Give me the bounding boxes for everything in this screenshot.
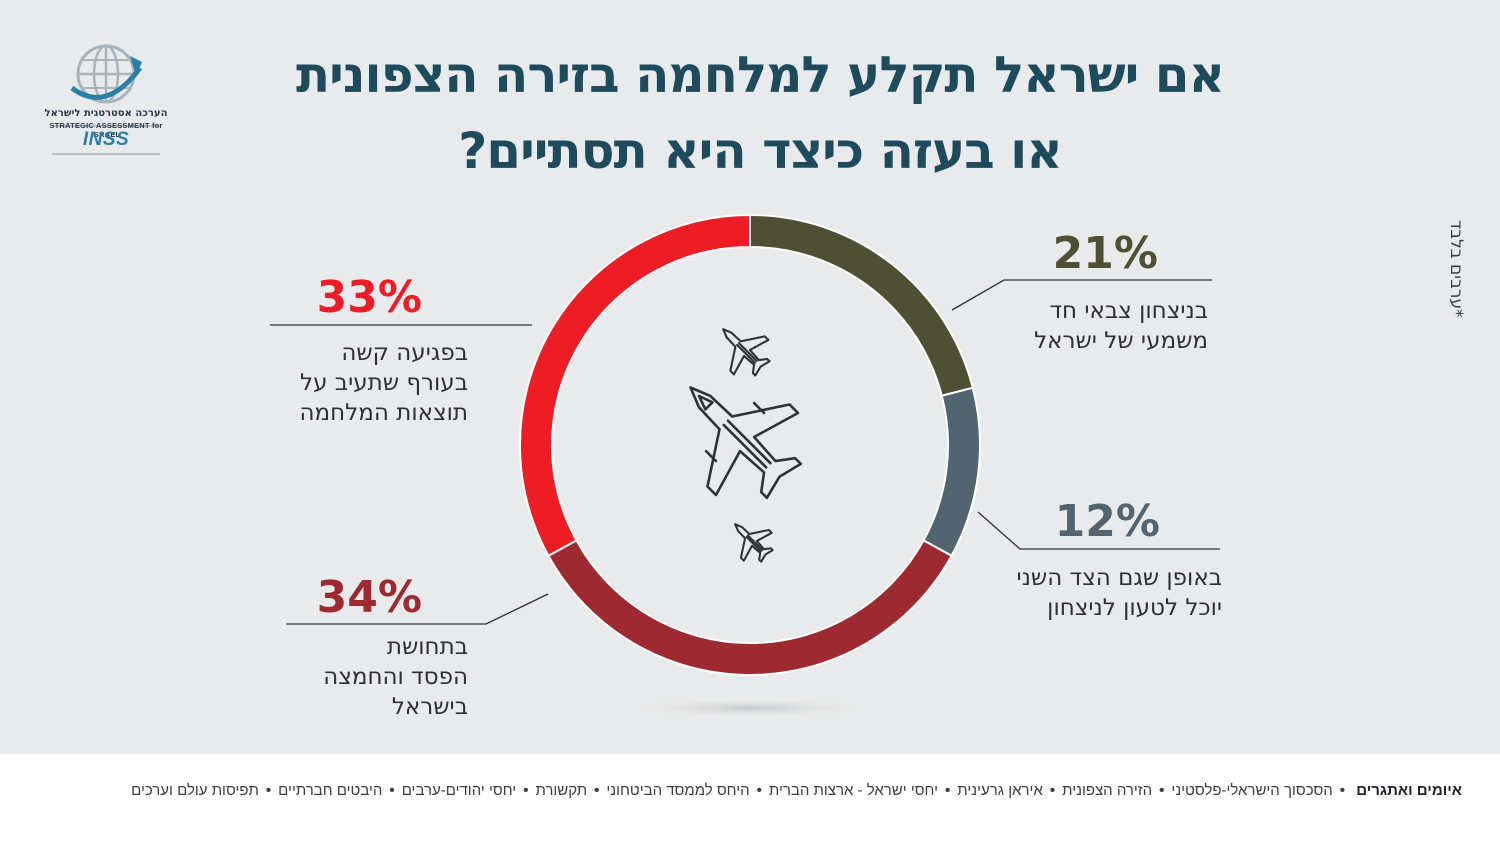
footer-topic-item: הזירה הצפונית — [1062, 782, 1153, 799]
footer-separator: • — [265, 782, 272, 799]
footer-separator: • — [945, 782, 951, 799]
slice-description-line: הפסד והחמצה — [323, 664, 468, 690]
footer-bar: איומים ואתגרים • הסכסוך הישראלי-פלסטיני • ה… — [0, 754, 1500, 844]
donut-slice — [519, 213, 751, 558]
logo-text-hebrew: הערכה אסטרטגית לישראל — [44, 108, 168, 119]
side-note: *ערבים בלבד — [1446, 220, 1466, 318]
footer-lead: איומים ואתגרים — [1356, 782, 1462, 799]
footer-separator: • — [756, 782, 762, 799]
footer-separator: • — [594, 782, 600, 799]
slice-description-line: בפגיעה קשה — [341, 340, 468, 366]
donut-chart: 21% בניצחון צבאי חד משמעי של ישראל 12% באופן… — [270, 213, 1222, 720]
infographic-panel: הערכה אסטרטגית לישראל STRATEGIC ASSESSME… — [44, 44, 1466, 720]
footer-topic-item: יחסי יהודים-ערבים — [401, 782, 517, 799]
footer-topic-item: יחסי ישראל - ארצות הברית — [768, 782, 939, 799]
footer-separator: • — [389, 782, 395, 799]
globe-icon — [52, 44, 160, 155]
slice-value-label: 33% — [317, 272, 422, 323]
slice-description-line: בישראל — [392, 694, 468, 720]
donut-slice — [749, 213, 974, 397]
page-title-line-2: או בעזה כיצד היא תסתיים? — [458, 122, 1062, 180]
footer-topic-item: איראן גרעינית — [957, 782, 1043, 799]
slice-description-line: בניצחון צבאי חד — [1049, 298, 1208, 324]
callout-leader-line — [286, 593, 549, 625]
slice-description-line: בתחושת — [387, 634, 468, 660]
page-title-line-1: אם ישראל תקלע למלחמה בזירה הצפונית — [296, 46, 1225, 104]
chart-shadow — [630, 699, 870, 717]
footer-topic-item: תקשורת — [535, 782, 588, 799]
footer-separator: • — [523, 782, 529, 799]
slice-value-label: 21% — [1053, 228, 1158, 279]
logo-brand: INSS — [82, 129, 130, 150]
slice-value-label: 12% — [1055, 496, 1160, 547]
footer-topic-item: הסכסוך הישראלי-פלסטיני — [1171, 782, 1333, 799]
footer-topic-item: תפיסות עולם וערכים — [131, 782, 259, 799]
slice-description-line: תוצאות המלחמה — [300, 400, 469, 426]
slice-value-label: 34% — [317, 572, 422, 623]
footer-topic-item: היבטים חברתיים — [278, 782, 383, 799]
footer-separator: • — [1339, 782, 1346, 799]
callout-leader-line — [951, 279, 1212, 311]
donut-slice — [922, 386, 981, 558]
logo-text-english: STRATEGIC ASSESSMENT for ISRAEL — [49, 121, 163, 139]
footer-topic-item: היחס לממסד הביטחוני — [606, 782, 750, 799]
slice-description-line: בעורף שתעיב על — [300, 370, 468, 396]
fighter-jets-icon — [689, 328, 803, 563]
footer-separator: • — [1049, 782, 1056, 799]
slice-description-line: באופן שגם הצד השני — [1017, 565, 1222, 591]
footer-separator: • — [1159, 782, 1165, 799]
footer-topics: איומים ואתגרים • הסכסוך הישראלי-פלסטיני • ה… — [22, 782, 1462, 799]
slice-description-line: יוכל לטעון לניצחון — [1047, 595, 1222, 621]
callout-leader-line — [977, 511, 1220, 550]
slice-description-line: משמעי של ישראל — [1034, 328, 1208, 354]
donut-slice — [547, 539, 953, 676]
